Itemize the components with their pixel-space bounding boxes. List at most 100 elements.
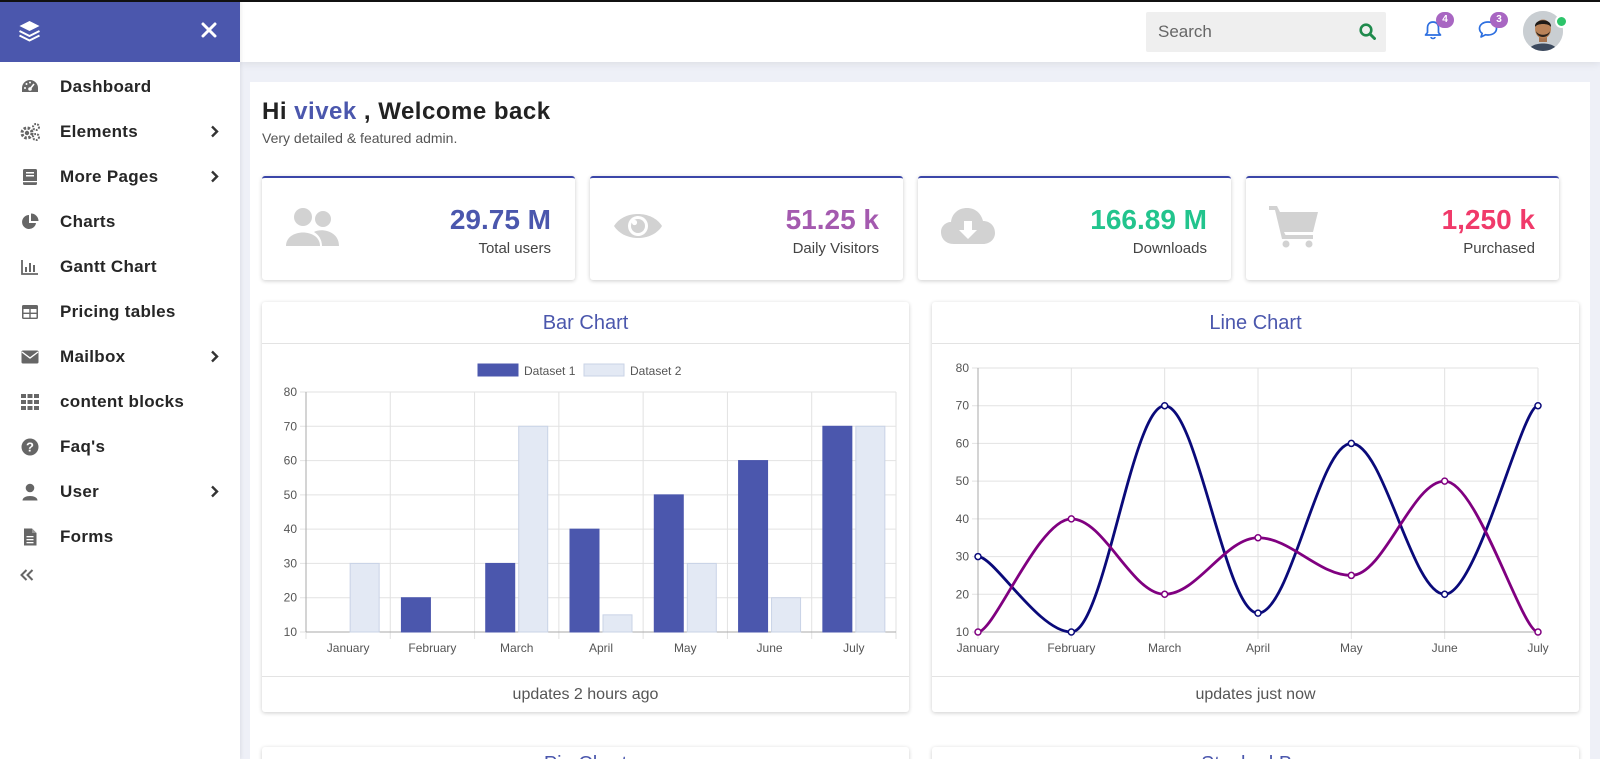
- bar: [686, 562, 717, 633]
- collapse-sidebar-icon[interactable]: [20, 568, 34, 586]
- sidebar-item-faqs[interactable]: ? Faq's: [0, 424, 240, 469]
- data-point: [1534, 628, 1542, 636]
- bar: [569, 528, 600, 633]
- stat-value: 166.89 M: [1090, 204, 1207, 235]
- bar: [485, 562, 516, 633]
- data-point: [1347, 571, 1356, 580]
- stat-card-downloads: 166.89 M Downloads: [918, 176, 1231, 280]
- bar-chart-card: Bar Chart 10 20 30 40 50 60 70 80 January Februar…: [262, 302, 909, 712]
- y-tick-label: 50: [956, 474, 970, 488]
- svg-text:?: ?: [26, 439, 34, 454]
- sidebar-item-label: Dashboard: [60, 76, 152, 96]
- sidebar-item-mailbox[interactable]: Mailbox: [0, 334, 240, 379]
- search-input[interactable]: [1146, 22, 1346, 42]
- table-icon: [19, 301, 41, 323]
- sidebar-item-charts[interactable]: Charts: [0, 199, 240, 244]
- dashboard-icon: [19, 76, 41, 98]
- y-tick-label: 20: [956, 587, 970, 601]
- data-point: [1254, 533, 1262, 542]
- chevron-right-icon: [210, 350, 219, 368]
- y-tick-label: 80: [284, 385, 298, 399]
- data-point: [1440, 590, 1449, 599]
- top-header: 4 3: [240, 2, 1600, 62]
- cloud-download-icon: [940, 204, 996, 253]
- search-icon[interactable]: [1359, 23, 1376, 45]
- comment-icon[interactable]: 3: [1478, 12, 1508, 44]
- bar: [855, 425, 886, 633]
- card-footer: updates just now: [932, 676, 1579, 712]
- data-point: [1440, 477, 1449, 485]
- layers-logo-icon[interactable]: [17, 19, 42, 48]
- x-tick-label: July: [843, 641, 864, 655]
- sidebar-item-forms[interactable]: Forms: [0, 514, 240, 559]
- x-tick-label: February: [408, 641, 456, 655]
- x-tick-label: April: [1246, 641, 1270, 655]
- bar-chart-icon: [19, 256, 41, 278]
- y-tick-label: 10: [284, 625, 298, 639]
- data-point: [1534, 401, 1542, 410]
- bar: [771, 597, 802, 633]
- username: vivek: [294, 98, 357, 125]
- y-tick-label: 10: [956, 625, 970, 639]
- sidebar-item-elements[interactable]: Elements: [0, 109, 240, 154]
- x-tick-label: June: [1432, 641, 1458, 655]
- y-tick-label: 50: [284, 488, 298, 502]
- sidebar-item-more-pages[interactable]: More Pages: [0, 154, 240, 199]
- search-box: [1146, 12, 1386, 52]
- x-tick-label: June: [757, 641, 783, 655]
- y-tick-label: 60: [956, 436, 970, 450]
- window-top-border: [0, 0, 1600, 2]
- cogs-icon: [19, 121, 41, 143]
- line-chart-card: Line Chart 10 20 30 40 50 60 70 80 January Februa…: [932, 302, 1579, 712]
- sidebar-item-dashboard[interactable]: Dashboard: [0, 64, 240, 109]
- book-icon: [19, 166, 41, 188]
- stat-value: 1,250 k: [1441, 204, 1535, 235]
- sidebar-item-content-blocks[interactable]: content blocks: [0, 379, 240, 424]
- chevron-right-icon: [210, 485, 219, 503]
- bar: [653, 494, 684, 633]
- stat-card-total-users: 29.75 M Total users: [262, 176, 575, 280]
- sidebar-item-user[interactable]: User: [0, 469, 240, 514]
- sidebar-item-label: content blocks: [60, 391, 185, 411]
- x-tick-label: May: [674, 641, 697, 655]
- chevron-right-icon: [210, 125, 219, 143]
- y-tick-label: 40: [284, 522, 298, 536]
- bar: [602, 614, 633, 633]
- legend-label: Dataset 2: [630, 364, 682, 378]
- data-point: [974, 628, 982, 636]
- data-point: [1347, 439, 1356, 448]
- bell-icon[interactable]: 4: [1424, 12, 1454, 45]
- stat-label: Daily Visitors: [792, 240, 879, 257]
- online-status-indicator: [1555, 15, 1568, 28]
- legend-swatch: [583, 363, 625, 377]
- shopping-cart-icon: [1268, 204, 1320, 253]
- bar: [822, 425, 853, 633]
- data-point: [1067, 515, 1076, 523]
- sidebar-item-label: User: [60, 481, 100, 501]
- close-sidebar-icon[interactable]: [201, 22, 217, 43]
- bar: [518, 425, 549, 633]
- sidebar: Dashboard Elements More Pages Charts: [0, 0, 240, 759]
- messages-badge: 3: [1490, 12, 1508, 28]
- sidebar-item-label: Faq's: [60, 436, 106, 456]
- data-point: [974, 552, 982, 561]
- x-tick-label: January: [327, 641, 370, 655]
- file-text-icon: [19, 526, 41, 548]
- legend-swatch: [477, 363, 519, 377]
- card-title: Pie Chart: [262, 747, 909, 759]
- y-tick-label: 70: [284, 419, 298, 433]
- sidebar-item-label: Mailbox: [60, 346, 126, 366]
- user-icon: [19, 481, 41, 503]
- stat-label: Total users: [478, 240, 551, 257]
- data-point: [1160, 401, 1169, 410]
- sidebar-item-label: Charts: [60, 211, 116, 231]
- x-tick-label: January: [957, 641, 1000, 655]
- line-chart: 10 20 30 40 50 60 70 80 January February March Apri…: [956, 361, 1549, 655]
- sidebar-item-pricing-tables[interactable]: Pricing tables: [0, 289, 240, 334]
- sidebar-item-label: More Pages: [60, 166, 159, 186]
- legend-label: Dataset 1: [524, 364, 576, 378]
- users-icon: [284, 204, 340, 253]
- bar: [738, 460, 769, 633]
- sidebar-item-gantt-chart[interactable]: Gantt Chart: [0, 244, 240, 289]
- question-circle-icon: ?: [19, 436, 41, 458]
